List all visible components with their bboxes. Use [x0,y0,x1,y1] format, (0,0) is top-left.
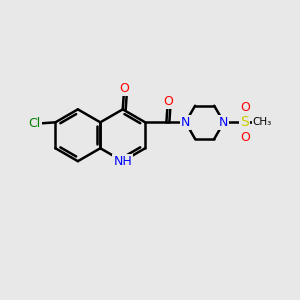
Text: O: O [119,82,129,95]
Text: O: O [163,94,173,108]
Text: N: N [181,116,190,129]
Text: O: O [240,131,250,144]
Text: CH₃: CH₃ [252,117,272,127]
Text: N: N [219,116,229,129]
Text: NH: NH [113,155,132,168]
Text: Cl: Cl [29,117,41,130]
Text: S: S [240,115,249,129]
Text: O: O [240,100,250,113]
